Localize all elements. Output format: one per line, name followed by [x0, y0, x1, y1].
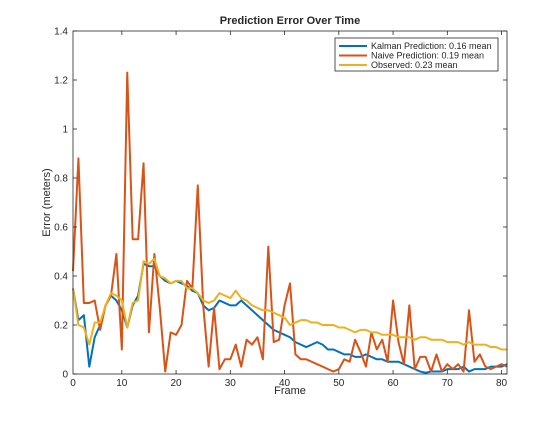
series-line-1 [72, 262, 508, 374]
series-line-2 [72, 71, 508, 373]
y-tick-label: 0.2 [54, 321, 68, 332]
x-tick-label: 80 [496, 378, 508, 389]
series-layer [72, 71, 508, 374]
x-tick-label: 40 [279, 378, 291, 389]
y-tick-label: 0.8 [54, 174, 68, 185]
y-tick-label: 0 [62, 370, 68, 381]
axes-box [72, 30, 508, 375]
y-axis: 0 0.2 0.4 0.6 0.8 1 1.2 1.4 [54, 27, 507, 381]
y-tick-label: 0.6 [54, 223, 68, 234]
x-tick-label: 10 [116, 378, 128, 389]
axes-layer [72, 30, 508, 375]
y-axis-label: Error (meters) [41, 168, 53, 236]
y-tick-label: 0.4 [54, 272, 68, 283]
legend-label-1: Kalman Prediction: 0.16 mean [371, 41, 492, 51]
x-axis-label: Frame [274, 385, 306, 397]
x-tick-label: 30 [225, 378, 237, 389]
x-tick-label: 20 [171, 378, 183, 389]
y-tick-label: 1 [62, 125, 68, 136]
series-line-3 [72, 257, 507, 351]
x-tick-label: 70 [442, 378, 454, 389]
x-tick-label: 0 [70, 378, 76, 389]
chart-title: Prediction Error Over Time [220, 15, 360, 27]
y-tick-label: 1.4 [54, 27, 68, 38]
x-tick-label: 60 [388, 378, 400, 389]
legend-label-3: Observed: 0.23 mean [371, 60, 458, 70]
x-tick-label: 50 [333, 378, 345, 389]
x-axis: 0 10 20 30 40 50 60 70 80 [70, 31, 508, 389]
legend-label-2: Naive Prediction: 0.19 mean [371, 51, 484, 61]
y-tick-label: 1.2 [54, 76, 68, 87]
plot-area [73, 31, 507, 374]
